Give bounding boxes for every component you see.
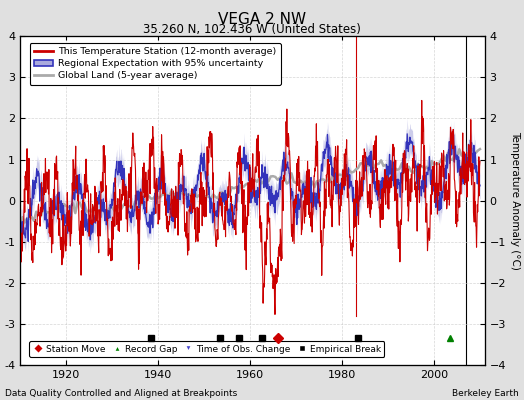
Text: VEGA 2 NW: VEGA 2 NW: [218, 12, 306, 27]
Text: Data Quality Controlled and Aligned at Breakpoints: Data Quality Controlled and Aligned at B…: [5, 389, 237, 398]
Y-axis label: Temperature Anomaly (°C): Temperature Anomaly (°C): [510, 131, 520, 270]
Legend: Station Move, Record Gap, Time of Obs. Change, Empirical Break: Station Move, Record Gap, Time of Obs. C…: [29, 341, 385, 357]
Text: Berkeley Earth: Berkeley Earth: [452, 389, 519, 398]
Title: 35.260 N, 102.436 W (United States): 35.260 N, 102.436 W (United States): [144, 23, 362, 36]
